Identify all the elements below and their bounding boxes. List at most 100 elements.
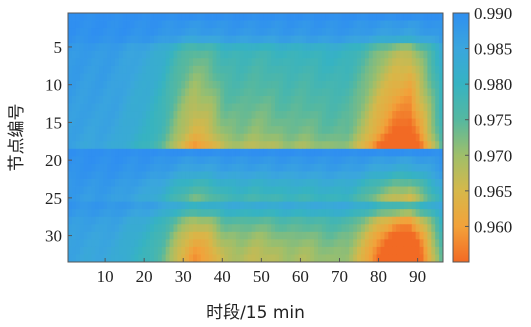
heatmap-cell (357, 216, 362, 225)
heatmap-cell (400, 13, 405, 21)
heatmap-cell (189, 246, 194, 255)
heatmap-cell (99, 13, 104, 21)
heatmap-cell (403, 35, 409, 44)
heatmap-cell (224, 141, 229, 150)
heatmap-cell (423, 239, 428, 248)
heatmap-cell (294, 80, 299, 89)
heatmap-cell (181, 28, 186, 37)
heatmap-cell (333, 179, 338, 187)
heatmap-cell (357, 179, 362, 187)
heatmap-cell (298, 20, 303, 29)
heatmap-cell (169, 73, 174, 82)
heatmap-cell (380, 186, 385, 195)
heatmap-cell (255, 13, 260, 21)
heatmap-cell (439, 13, 444, 21)
heatmap-cell (423, 96, 428, 104)
heatmap-cell (286, 171, 292, 180)
heatmap-cell (325, 20, 331, 29)
heatmap-cell (329, 133, 335, 142)
heatmap-cell (372, 80, 377, 89)
heatmap-cell (95, 246, 100, 255)
heatmap-cell (224, 111, 229, 120)
heatmap-cell (314, 194, 319, 203)
heatmap-cell (103, 148, 108, 157)
heatmap-cell (153, 186, 159, 195)
heatmap-cell (263, 209, 268, 218)
heatmap-cell (384, 239, 389, 248)
heatmap-cell (165, 133, 170, 142)
heatmap-cell (286, 96, 292, 104)
heatmap-cell (134, 239, 139, 248)
heatmap-cell (388, 88, 393, 97)
heatmap-cell (282, 35, 288, 44)
heatmap-cell (142, 246, 147, 255)
heatmap-cell (157, 171, 163, 180)
heatmap-cell (380, 58, 385, 67)
heatmap-cell (275, 58, 280, 67)
heatmap-cell (181, 141, 186, 150)
heatmap-cell (83, 28, 88, 37)
heatmap-cell (91, 111, 96, 120)
heatmap-cell (302, 35, 307, 44)
heatmap-cell (204, 35, 210, 44)
heatmap-cell (122, 246, 127, 255)
heatmap-cell (278, 96, 284, 104)
heatmap-cell (91, 141, 96, 150)
heatmap-cell (302, 246, 307, 255)
heatmap-cell (368, 216, 374, 225)
heatmap-cell (235, 111, 241, 120)
heatmap-cell (216, 246, 221, 255)
heatmap-cell (204, 186, 210, 195)
heatmap-cell (411, 209, 417, 218)
heatmap-cell (282, 194, 288, 203)
heatmap-cell (298, 194, 303, 203)
heatmap-cell (110, 103, 116, 112)
heatmap-cell (368, 133, 374, 142)
heatmap-cell (75, 50, 81, 59)
heatmap-cell (333, 80, 338, 89)
heatmap-cell (310, 254, 315, 263)
heatmap-cell (126, 224, 131, 233)
heatmap-cell (75, 73, 81, 82)
heatmap-cell (153, 141, 159, 150)
heatmap-cell (114, 133, 120, 142)
heatmap-cell (271, 43, 276, 52)
heatmap-cell (427, 194, 432, 203)
heatmap-cell (306, 43, 311, 52)
heatmap-cell (87, 201, 92, 210)
heatmap-cell (122, 163, 127, 172)
heatmap-cell (200, 186, 206, 195)
heatmap-cell (325, 141, 331, 150)
heatmap-cell (255, 73, 260, 82)
heatmap-cell (130, 111, 135, 120)
heatmap-cell (204, 88, 210, 97)
heatmap-cell (267, 118, 272, 127)
heatmap-cell (99, 96, 104, 104)
heatmap-cell (400, 156, 405, 165)
heatmap-cell (294, 224, 299, 233)
heatmap-cell (364, 246, 370, 255)
heatmap-cell (349, 254, 354, 263)
heatmap-cell (271, 80, 276, 89)
heatmap-cell (282, 126, 288, 135)
heatmap-cell (290, 209, 295, 218)
heatmap-cell (278, 50, 284, 59)
heatmap-cell (349, 194, 354, 203)
heatmap-cell (75, 88, 81, 97)
heatmap-cell (396, 88, 401, 97)
heatmap-cell (228, 20, 233, 29)
heatmap-cell (294, 35, 299, 44)
heatmap-cell (267, 239, 272, 248)
heatmap-cell (415, 224, 420, 233)
heatmap-cell (71, 239, 77, 248)
heatmap-cell (349, 156, 354, 165)
heatmap-cell (251, 246, 256, 255)
heatmap-cell (232, 111, 237, 120)
heatmap-cell (169, 96, 174, 104)
heatmap-cell (185, 111, 190, 120)
heatmap-cell (357, 171, 362, 180)
heatmap-cell (310, 43, 315, 52)
heatmap-cell (83, 43, 88, 52)
heatmap-cell (146, 231, 151, 240)
heatmap-cell (161, 133, 167, 142)
